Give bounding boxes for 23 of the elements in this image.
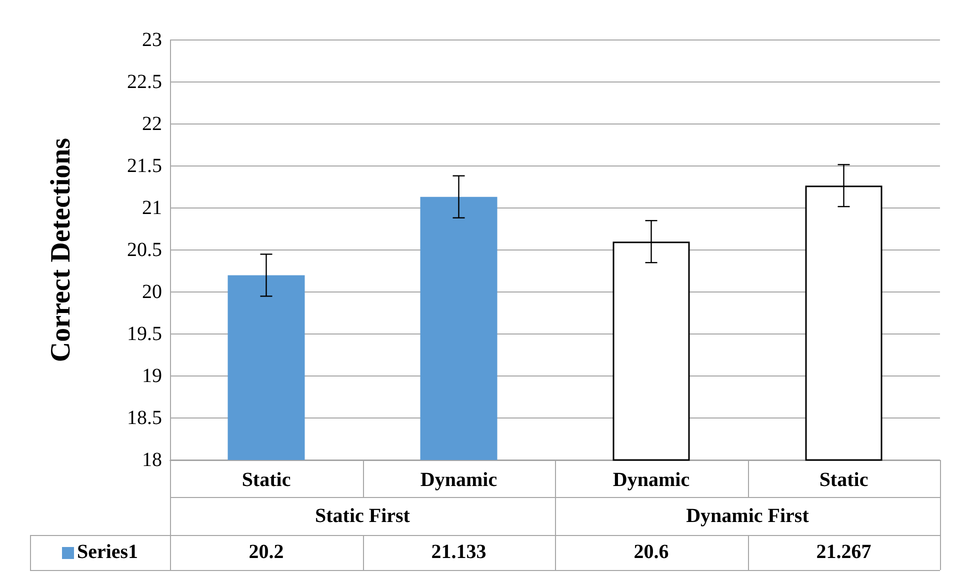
x-tick-label: Dynamic: [612, 469, 690, 491]
y-tick-label: 19.5: [127, 323, 162, 345]
data-label: 20.2: [248, 540, 285, 565]
y-tick-label: 22.5: [127, 71, 162, 93]
y-tick-label: 21: [142, 197, 162, 219]
y-axis-title: Correct Detections: [46, 138, 76, 362]
text: Static First: [314, 504, 411, 528]
x-tick-label: Static: [242, 469, 291, 491]
x-tick-label: Dynamic: [420, 469, 498, 491]
y-tick-label: 20: [142, 281, 162, 303]
y-tick-label: 18: [142, 449, 162, 471]
y-tick-label: 18.5: [127, 407, 162, 429]
data-label: 20.6: [632, 540, 670, 565]
y-tick-label: 19: [142, 365, 162, 387]
data-label: 21.267: [815, 540, 872, 565]
legend-label: Series1: [76, 541, 138, 564]
y-tick-label: 20.5: [127, 239, 162, 261]
y-tick-label: 23: [142, 29, 162, 51]
x-tick-label: Static: [819, 469, 868, 491]
text: Dynamic First: [685, 504, 810, 528]
data-label: 21.133: [430, 540, 488, 565]
y-tick-label: 21.5: [127, 155, 162, 177]
y-tick-label: 22: [142, 113, 162, 135]
